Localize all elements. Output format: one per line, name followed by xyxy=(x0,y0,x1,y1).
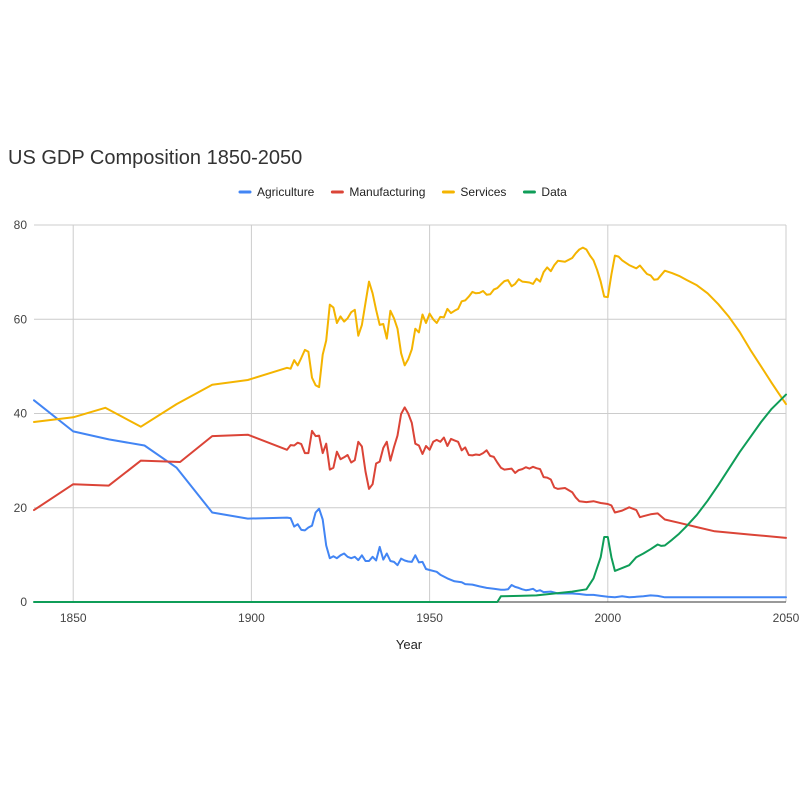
x-tick-label: 2050 xyxy=(773,611,800,625)
x-axis-title: Year xyxy=(396,637,423,652)
y-tick-label: 80 xyxy=(14,218,28,232)
series-lines xyxy=(33,246,787,603)
y-axis-ticks: 0 20 40 60 80 xyxy=(14,218,28,609)
legend: Agriculture Manufacturing Services Data xyxy=(238,185,567,199)
series-line-data xyxy=(33,393,787,603)
legend-item-data: Data xyxy=(522,185,567,199)
legend-label: Manufacturing xyxy=(349,185,425,199)
x-tick-label: 1950 xyxy=(416,611,443,625)
chart-title: US GDP Composition 1850-2050 xyxy=(8,147,302,169)
y-tick-label: 20 xyxy=(14,501,28,515)
legend-label: Agriculture xyxy=(257,185,315,199)
x-tick-label: 1900 xyxy=(238,611,265,625)
x-axis-ticks: 1850 1900 1950 2000 2050 xyxy=(60,611,800,625)
series-line-agriculture xyxy=(33,399,787,599)
legend-item-manufacturing: Manufacturing xyxy=(330,185,425,199)
legend-item-agriculture: Agriculture xyxy=(238,185,315,199)
series-line-services xyxy=(33,246,787,428)
y-tick-label: 40 xyxy=(14,407,28,421)
x-tick-label: 1850 xyxy=(60,611,87,625)
y-tick-label: 60 xyxy=(14,312,28,326)
y-tick-label: 0 xyxy=(20,595,27,609)
legend-label: Data xyxy=(541,185,567,199)
x-tick-label: 2000 xyxy=(594,611,621,625)
series-line-manufacturing xyxy=(33,406,787,539)
legend-item-services: Services xyxy=(441,185,506,199)
legend-label: Services xyxy=(460,185,506,199)
